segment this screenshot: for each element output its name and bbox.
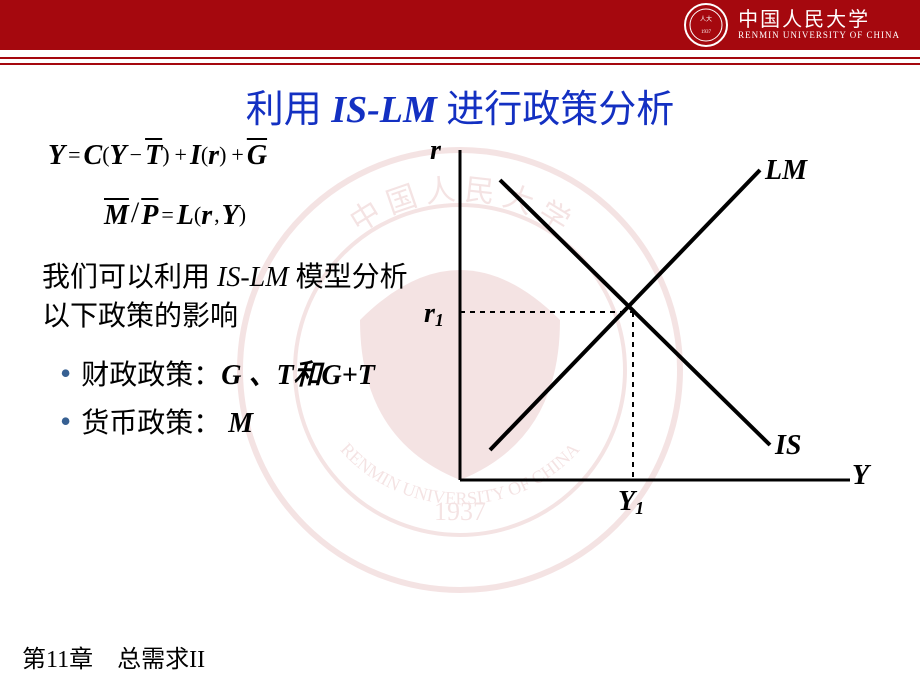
svg-text:1937: 1937 — [701, 30, 712, 35]
bullet-label: 货币政策： — [81, 408, 228, 439]
islm-chart: r Y LM IS r1 Y1 — [420, 140, 880, 540]
university-name-en: RENMIN UNIVERSITY OF CHINA — [738, 31, 900, 41]
lm-label: LM — [765, 155, 807, 187]
university-logo-block: 人大 1937 中国人民大学 RENMIN UNIVERSITY OF CHIN… — [684, 3, 900, 47]
body-description: 我们可以利用 IS-LM 模型分析以下政策的影响 — [42, 258, 422, 336]
title-model: IS-LM — [331, 89, 437, 131]
bullet-fiscal: • 财政政策：G 、T和G+T — [60, 352, 375, 400]
bullet-list: • 财政政策：G 、T和G+T • 货币政策： M — [60, 352, 375, 447]
bullet-vars: M — [228, 408, 253, 439]
chart-svg — [420, 140, 880, 540]
svg-text:人大: 人大 — [700, 15, 712, 23]
equation-lm: M/P=L(r,Y) — [104, 196, 246, 232]
bullet-label: 财政政策： — [81, 360, 221, 391]
title-prefix: 利用 — [246, 89, 332, 131]
footer: 第11章 总需求II — [22, 639, 205, 674]
accent-line — [0, 57, 920, 65]
title-suffix: 进行政策分析 — [437, 89, 675, 131]
footer-title: 总需求II — [117, 647, 205, 673]
equation-is: Y=C(Y−T)+I(r)+G — [48, 140, 267, 172]
x-axis-label: Y — [852, 460, 869, 492]
bullet-dot-icon: • — [60, 405, 71, 437]
university-name-cn: 中国人民大学 — [738, 9, 900, 31]
footer-chapter: 第11章 — [22, 647, 93, 673]
logo-seal-icon: 人大 1937 — [684, 3, 728, 47]
y-axis-label: r — [430, 135, 441, 167]
header-bar: 人大 1937 中国人民大学 RENMIN UNIVERSITY OF CHIN… — [0, 0, 920, 50]
body-line1: 我们可以利用 — [42, 262, 217, 293]
y1-label: Y1 — [618, 486, 644, 519]
body-model: IS-LM — [217, 262, 296, 293]
bullet-dot-icon: • — [60, 357, 71, 389]
university-name: 中国人民大学 RENMIN UNIVERSITY OF CHINA — [738, 9, 900, 41]
r1-label: r1 — [424, 298, 444, 331]
bullet-vars: G 、T和G+T — [221, 360, 375, 391]
is-label: IS — [775, 430, 801, 462]
bullet-monetary: • 货币政策： M — [60, 400, 375, 448]
slide-title: 利用 IS-LM 进行政策分析 — [0, 78, 920, 133]
